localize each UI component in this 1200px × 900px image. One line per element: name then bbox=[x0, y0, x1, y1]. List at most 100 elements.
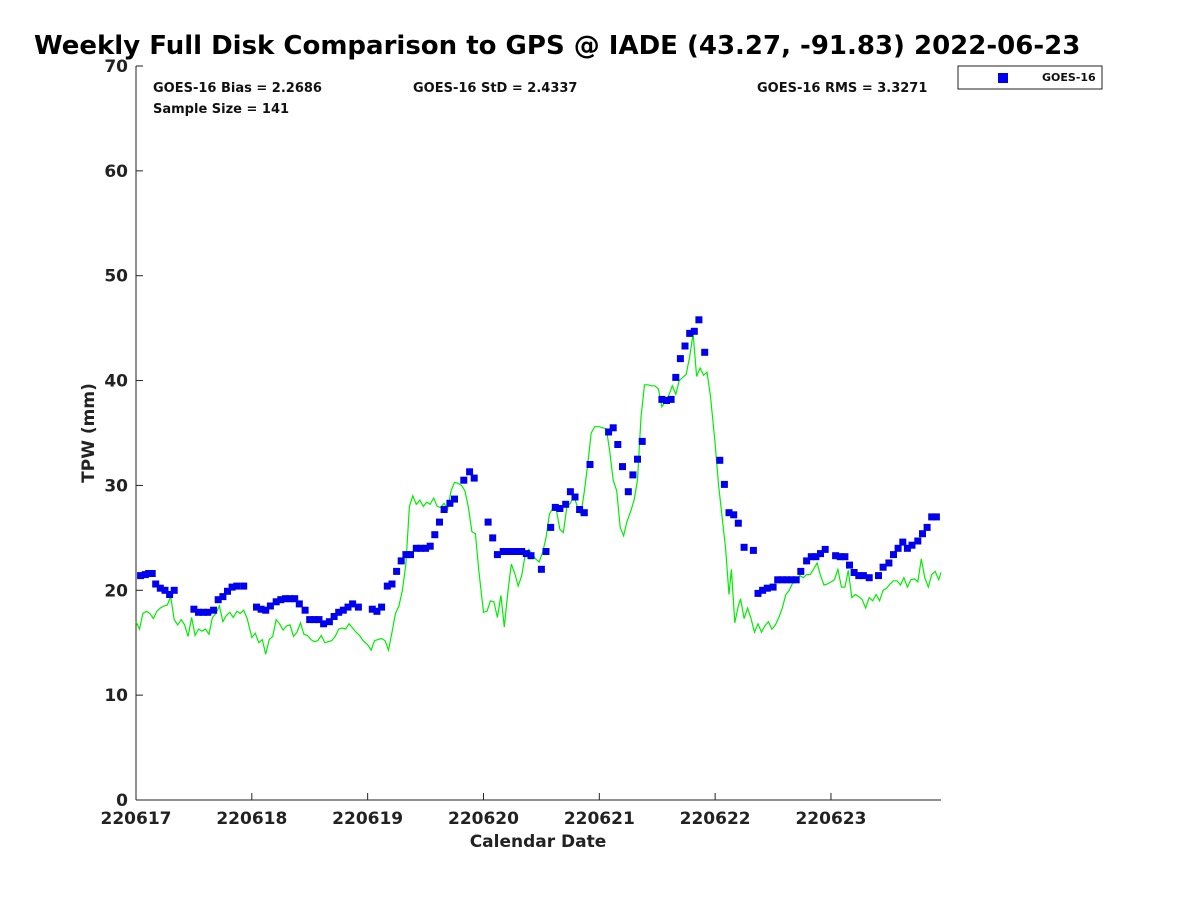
goes-16-point bbox=[537, 565, 545, 573]
goes-16-point bbox=[344, 603, 352, 611]
goes-16-point bbox=[663, 397, 670, 404]
chart-title: Weekly Full Disk Comparison to GPS @ IAD… bbox=[34, 31, 1080, 61]
goes-16-point bbox=[152, 580, 160, 588]
y-tick-label: 70 bbox=[104, 57, 128, 77]
y-tick-label: 20 bbox=[104, 581, 128, 601]
goes-16-point bbox=[759, 586, 767, 594]
goes-16-point bbox=[281, 595, 289, 603]
goes-16-point bbox=[518, 548, 526, 555]
goes-16-point bbox=[914, 537, 922, 545]
goes-16-point bbox=[373, 607, 381, 615]
goes-16-point bbox=[841, 553, 849, 561]
goes-16-point bbox=[508, 548, 516, 555]
x-tick-label: 220623 bbox=[795, 809, 866, 829]
goes-16-point bbox=[730, 511, 738, 519]
goes-16-point bbox=[484, 518, 492, 526]
goes-16-point bbox=[749, 546, 757, 554]
goes-16-point bbox=[224, 587, 231, 595]
goes-16-point bbox=[928, 513, 936, 521]
goes-16-point bbox=[686, 329, 694, 337]
x-tick-label: 220618 bbox=[216, 809, 287, 829]
goes-16-point bbox=[676, 355, 684, 363]
goes-16-point bbox=[489, 534, 497, 542]
goes-16-point bbox=[836, 553, 844, 561]
goes-16-point bbox=[310, 616, 318, 624]
goes-16-point bbox=[667, 395, 675, 403]
goes-16-point bbox=[233, 582, 241, 590]
goes-16-point bbox=[522, 550, 530, 558]
goes-16-point bbox=[778, 576, 786, 584]
goes-16-point bbox=[701, 348, 709, 356]
goes-16-point bbox=[792, 576, 800, 584]
goes-16-point bbox=[797, 567, 805, 575]
goes-16-point bbox=[754, 589, 762, 597]
goes-16-point bbox=[272, 598, 280, 606]
y-axis-label: TPW (mm) bbox=[79, 383, 99, 483]
goes-16-point bbox=[681, 342, 689, 350]
goes-16-point bbox=[629, 471, 637, 479]
goes-16-point bbox=[859, 572, 867, 580]
goes-16-point bbox=[879, 563, 887, 571]
goes-16-point bbox=[393, 567, 401, 575]
goes-16-point bbox=[932, 513, 940, 521]
goes-16-point bbox=[295, 600, 303, 608]
goes-16-point bbox=[832, 552, 840, 560]
goes-16-point bbox=[166, 591, 174, 598]
goes-16-point bbox=[807, 553, 815, 561]
goes-16-point bbox=[894, 544, 902, 552]
goes-16-series bbox=[137, 316, 940, 628]
goes-16-point bbox=[672, 373, 680, 381]
goes-16-point bbox=[315, 616, 323, 624]
plot-area: 0 10 20 30 40 50 60 70 220617 220618 220619 220620… bbox=[101, 57, 942, 829]
goes-16-point bbox=[908, 541, 916, 549]
goes-16-point bbox=[903, 544, 911, 552]
goes-16-point bbox=[170, 586, 178, 594]
goes-16-point bbox=[339, 606, 347, 614]
goes-16-point bbox=[527, 552, 535, 560]
goes-16-point bbox=[325, 618, 333, 626]
goes-16-point bbox=[566, 488, 574, 496]
y-tick-label: 40 bbox=[104, 372, 128, 392]
goes-16-point bbox=[547, 523, 555, 531]
goes-16-point bbox=[137, 572, 145, 580]
goes-16-point bbox=[865, 574, 873, 582]
goes-16-point bbox=[253, 603, 260, 611]
goes-16-point bbox=[850, 569, 858, 576]
goes-16-point bbox=[291, 595, 299, 603]
goes-16-point bbox=[763, 584, 771, 592]
goes-16-point bbox=[335, 608, 343, 616]
goes-16-point bbox=[580, 509, 588, 517]
goes-16-point bbox=[690, 327, 698, 335]
goes-16-point bbox=[812, 553, 820, 561]
y-tick-label: 50 bbox=[104, 267, 128, 287]
goes-16-point bbox=[426, 542, 434, 550]
goes-16-point bbox=[619, 463, 626, 471]
x-tick-label: 220617 bbox=[101, 809, 172, 829]
y-tick-label: 10 bbox=[104, 686, 128, 706]
goes-16-point bbox=[417, 544, 425, 552]
goes-16-point bbox=[923, 523, 931, 531]
goes-16-point bbox=[349, 600, 357, 608]
goes-16-point bbox=[330, 613, 338, 620]
goes-16-point bbox=[266, 602, 274, 610]
goes-16-point bbox=[431, 531, 439, 539]
goes-16-point bbox=[740, 543, 748, 551]
goes-16-point bbox=[634, 455, 641, 463]
goes-16-point bbox=[899, 538, 907, 546]
y-tick-label: 60 bbox=[104, 162, 128, 182]
goes-16-point bbox=[440, 506, 448, 513]
goes-16-point bbox=[576, 506, 584, 513]
goes-16-point bbox=[803, 557, 811, 565]
goes-16-point bbox=[783, 576, 791, 584]
goes-16-point bbox=[204, 608, 212, 616]
goes-16-point bbox=[624, 488, 632, 496]
goes-16-point bbox=[210, 606, 218, 614]
goes-16-point bbox=[725, 509, 733, 517]
sample-size-stat: Sample Size = 141 bbox=[153, 102, 289, 117]
goes-16-point bbox=[436, 518, 443, 526]
goes-16-point bbox=[354, 603, 362, 611]
x-tick-label: 220622 bbox=[680, 809, 751, 829]
goes-16-point bbox=[551, 503, 559, 511]
goes-16-point bbox=[388, 580, 396, 588]
goes-16-point bbox=[562, 500, 570, 508]
